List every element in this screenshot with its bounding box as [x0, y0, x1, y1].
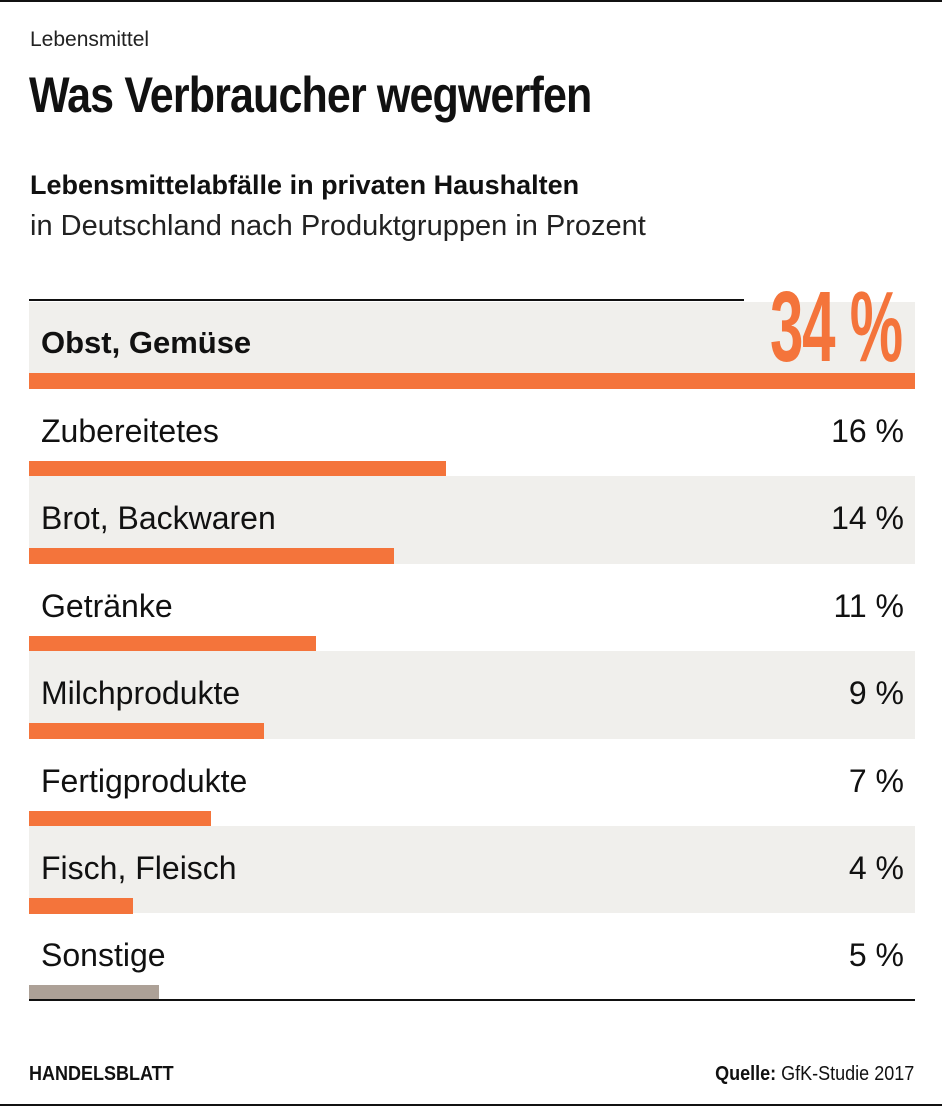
bar: [29, 548, 394, 565]
frame-top-rule: [0, 0, 942, 2]
frame-bottom-rule: [0, 1104, 942, 1106]
brand-logo: HANDELSBLATT: [29, 1063, 174, 1085]
value-label: 4 %: [848, 850, 904, 886]
category-label: Brot, Backwaren: [41, 500, 276, 537]
category-label: Fisch, Fleisch: [41, 850, 237, 886]
source-text: GfK-Studie 2017: [780, 1063, 914, 1085]
category-label: Obst, Gemüse: [41, 325, 252, 360]
source-note: Quelle: GfK-Studie 2017: [715, 1063, 914, 1086]
chart-description: in Deutschland nach Produktgruppen in Pr…: [30, 210, 646, 242]
source-label: Quelle:: [714, 1063, 776, 1085]
category-label: Milchprodukte: [41, 675, 241, 712]
category-label: Fertigprodukte: [41, 762, 248, 799]
bar: [29, 635, 316, 652]
value-label: 5 %: [848, 937, 904, 974]
chart-top-rule: [29, 299, 744, 301]
bar: [29, 810, 212, 827]
chart-subtitle: Lebensmittelabfälle in privaten Haushalt…: [30, 170, 580, 200]
bar: [29, 461, 446, 477]
category-label: Zubereitetes: [41, 413, 219, 449]
value-label: 14 %: [831, 500, 904, 537]
value-label: 11 %: [833, 587, 904, 624]
page-title: Was Verbraucher wegwerfen: [29, 67, 592, 123]
bar: [29, 723, 264, 740]
bar: [29, 985, 160, 1002]
bar: [29, 373, 915, 389]
value-label: 34 %: [770, 271, 903, 383]
value-label: 16 %: [831, 413, 904, 449]
row-band: [29, 826, 915, 914]
value-label: 9 %: [848, 675, 904, 712]
category-label: Getränke: [41, 587, 173, 624]
chart-bottom-rule: [29, 999, 915, 1001]
category-label: Sonstige: [41, 937, 166, 974]
value-label: 7 %: [848, 762, 904, 799]
bar: [29, 898, 134, 914]
kicker: Lebensmittel: [30, 28, 150, 51]
row-band: [29, 302, 915, 373]
